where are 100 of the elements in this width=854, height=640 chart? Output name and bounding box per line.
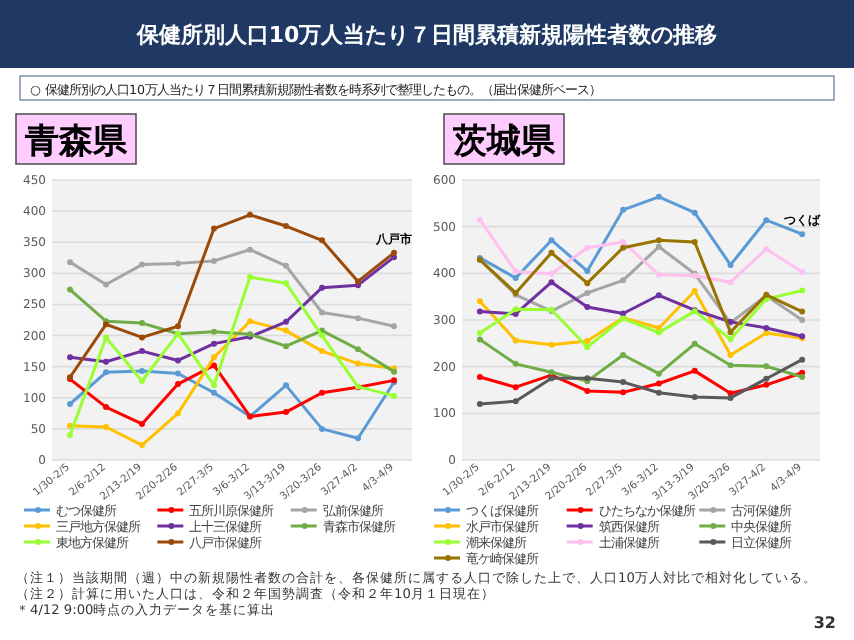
point bbox=[211, 362, 217, 369]
point bbox=[691, 367, 698, 374]
point bbox=[655, 370, 662, 377]
point bbox=[763, 375, 770, 382]
point bbox=[211, 389, 217, 396]
point bbox=[211, 354, 217, 361]
point bbox=[391, 392, 397, 399]
point bbox=[476, 330, 483, 337]
point bbox=[584, 344, 591, 351]
point bbox=[355, 360, 361, 367]
point bbox=[655, 292, 662, 299]
point bbox=[476, 308, 483, 315]
point bbox=[548, 279, 555, 286]
point bbox=[355, 346, 361, 353]
line-series bbox=[67, 362, 397, 427]
chart-title: 青森県 bbox=[23, 122, 129, 162]
point bbox=[283, 382, 289, 389]
point bbox=[319, 309, 325, 316]
point bbox=[476, 373, 483, 380]
point bbox=[799, 231, 806, 238]
point bbox=[763, 246, 770, 253]
point bbox=[283, 280, 289, 287]
point bbox=[355, 435, 361, 442]
point bbox=[691, 394, 698, 400]
point bbox=[512, 360, 519, 367]
point bbox=[211, 328, 217, 335]
point bbox=[512, 268, 519, 275]
text: 保健所別人口10万人当たり７日間累積新規陽性者数の推移 bbox=[134, 22, 718, 48]
point bbox=[476, 298, 483, 305]
point bbox=[655, 380, 662, 387]
point bbox=[247, 318, 253, 325]
point bbox=[727, 279, 734, 286]
point bbox=[620, 244, 627, 251]
point bbox=[247, 246, 253, 253]
point bbox=[620, 389, 627, 396]
chart-title: 茨城県 bbox=[451, 122, 557, 162]
point bbox=[584, 303, 591, 310]
point bbox=[548, 237, 555, 244]
point bbox=[103, 358, 109, 365]
point bbox=[691, 288, 698, 295]
point bbox=[763, 330, 770, 337]
point bbox=[763, 324, 770, 331]
point bbox=[476, 216, 483, 223]
point bbox=[691, 239, 698, 246]
point bbox=[584, 289, 591, 296]
point bbox=[655, 389, 662, 396]
point bbox=[319, 389, 325, 396]
line-series bbox=[67, 368, 397, 442]
line-series bbox=[67, 246, 397, 330]
point bbox=[67, 354, 73, 361]
point bbox=[391, 323, 397, 330]
point bbox=[247, 211, 253, 218]
point bbox=[548, 249, 555, 256]
point bbox=[763, 217, 770, 224]
point bbox=[175, 410, 181, 417]
line-series bbox=[67, 274, 397, 439]
point bbox=[620, 277, 627, 284]
point bbox=[799, 356, 806, 363]
point bbox=[655, 243, 662, 250]
point bbox=[655, 271, 662, 278]
point bbox=[67, 259, 73, 266]
point bbox=[655, 329, 662, 336]
point bbox=[584, 280, 591, 287]
point bbox=[691, 340, 698, 347]
point bbox=[319, 237, 325, 244]
point bbox=[799, 308, 806, 315]
point bbox=[103, 334, 109, 341]
point bbox=[691, 209, 698, 216]
point bbox=[175, 370, 181, 377]
point bbox=[211, 225, 217, 232]
line-series bbox=[67, 211, 397, 381]
point bbox=[512, 337, 519, 344]
point bbox=[620, 206, 627, 213]
point bbox=[175, 357, 181, 364]
point bbox=[620, 379, 627, 386]
line-series bbox=[476, 216, 806, 286]
point bbox=[283, 262, 289, 269]
point bbox=[727, 336, 734, 343]
point bbox=[283, 343, 289, 350]
point bbox=[727, 352, 734, 358]
point bbox=[175, 260, 181, 267]
point bbox=[319, 284, 325, 291]
point bbox=[763, 381, 770, 388]
point bbox=[620, 352, 627, 358]
point bbox=[584, 387, 591, 394]
point bbox=[727, 329, 734, 336]
point bbox=[655, 193, 662, 200]
point bbox=[391, 249, 397, 256]
point bbox=[799, 287, 806, 294]
point bbox=[584, 268, 591, 274]
point bbox=[584, 244, 591, 251]
point bbox=[584, 338, 591, 344]
point bbox=[103, 369, 109, 376]
line-series bbox=[67, 286, 397, 375]
point bbox=[283, 327, 289, 334]
point bbox=[727, 362, 734, 369]
point bbox=[548, 341, 555, 348]
point bbox=[476, 336, 483, 343]
point bbox=[139, 334, 145, 341]
point bbox=[319, 332, 325, 339]
